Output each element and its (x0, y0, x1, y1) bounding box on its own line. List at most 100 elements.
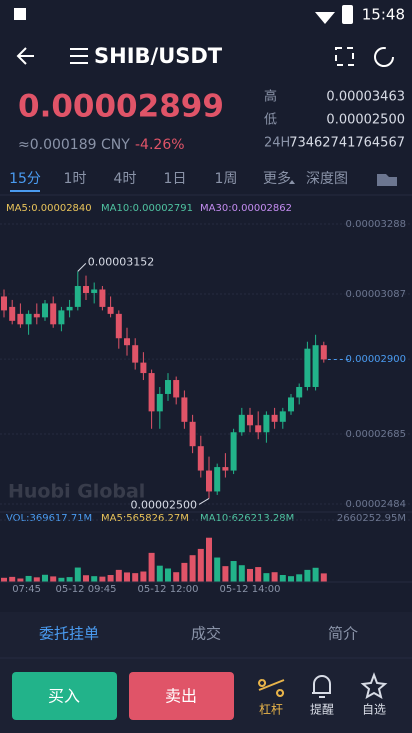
time-label: 05-12 12:00 (137, 584, 198, 595)
favorite-icon[interactable] (360, 672, 388, 700)
bottom-tab[interactable]: 成交 (191, 625, 221, 643)
volume-bar (148, 552, 155, 582)
candle-body (42, 303, 48, 318)
volume-bar (74, 567, 81, 582)
volume-bar (33, 577, 40, 582)
vol-label: 24H (264, 136, 290, 151)
vol-axis-label: 2660252.95M (337, 513, 406, 524)
volume-bar (165, 568, 171, 582)
volume-bar (263, 573, 270, 582)
high-value: 0.00003463 (326, 90, 405, 105)
ma-label: MA10:0.00002791 (101, 203, 193, 214)
vol-value: 73462741764567 (289, 136, 405, 151)
volume-bar (271, 572, 278, 582)
ma-label: MA30:0.00002862 (200, 203, 292, 214)
volume-bar (50, 576, 57, 582)
change: -4.26% (135, 137, 185, 153)
volume-bar (66, 577, 73, 582)
y-tick-label: 0.00002900 (346, 354, 406, 365)
candle-body (181, 397, 188, 422)
candle-body (58, 310, 65, 325)
candle-body (304, 348, 311, 387)
min-label: 0.00002500 (131, 498, 197, 511)
candle-body (247, 414, 253, 426)
candle-body (238, 414, 245, 433)
period-tab[interactable]: 1周 (215, 171, 238, 187)
candle-body (279, 411, 286, 422)
candle-body (25, 313, 32, 325)
candle-body (156, 393, 163, 412)
volume-bar (230, 561, 237, 582)
low-label: 低 (264, 113, 277, 128)
tool-label[interactable]: 自选 (362, 703, 386, 717)
buy-label[interactable]: 买入 (48, 687, 80, 706)
volume-bar (25, 575, 32, 582)
candle-body (288, 397, 294, 412)
candle-body (320, 345, 327, 360)
candle-body (230, 432, 237, 471)
period-tab[interactable]: 深度图 (306, 171, 348, 187)
dropdown-arrow (289, 180, 295, 184)
bottom-tab[interactable]: 简介 (328, 625, 358, 643)
tool-label[interactable]: 杠杆 (259, 702, 283, 717)
volume-bar (181, 562, 188, 582)
period-tab[interactable]: 更多 (263, 170, 291, 187)
alert-icon[interactable] (312, 675, 331, 698)
max-label: 0.00003152 (88, 255, 154, 268)
volume-bar (255, 567, 262, 582)
candle-body (197, 446, 204, 471)
pair-title[interactable]: SHIB/USDT (94, 44, 223, 68)
candle-body (9, 306, 16, 321)
candle-body (255, 425, 262, 433)
candle-body (107, 306, 114, 314)
period-tab[interactable]: 15分 (9, 171, 41, 187)
time-label: 07:45 (12, 584, 41, 595)
status-icon (14, 8, 26, 20)
vol-label: VOL:369617.71M (6, 513, 92, 524)
candle-body (115, 313, 122, 339)
volume-bar (124, 572, 130, 582)
bottom-tab[interactable]: 委托挂单 (39, 625, 99, 643)
buy-button[interactable] (12, 672, 117, 720)
candle-body (173, 380, 180, 398)
volume-bar (312, 567, 319, 582)
y-tick-label: 0.00002484 (346, 499, 406, 510)
back-button[interactable] (16, 47, 34, 65)
low-value: 0.00002500 (326, 113, 405, 128)
volume-bar (189, 555, 196, 582)
volume-bar (1, 577, 7, 582)
candle-body (124, 338, 130, 346)
tool-label[interactable]: 提醒 (310, 702, 334, 717)
fullscreen-icon[interactable] (335, 47, 354, 66)
sell-button[interactable] (129, 672, 234, 720)
volume-bar (107, 575, 114, 582)
vol-label: MA10:626213.28M (200, 513, 294, 524)
battery-icon (342, 5, 353, 24)
sell-label[interactable]: 卖出 (165, 687, 197, 706)
volume-bar (9, 576, 16, 582)
volume-bar (99, 576, 106, 582)
volume-bar (140, 571, 147, 582)
candle-body (165, 380, 171, 394)
volume-bar (83, 575, 89, 582)
period-tab[interactable]: 4时 (114, 171, 137, 187)
volume-bar (156, 565, 163, 582)
volume-bar (214, 557, 221, 582)
leverage-icon[interactable] (258, 679, 285, 697)
volume-bar (58, 577, 65, 582)
period-tab[interactable]: 1时 (64, 171, 87, 187)
volume-bar (222, 566, 229, 582)
refresh-icon[interactable] (374, 47, 394, 67)
indicator-icon[interactable] (377, 174, 397, 186)
candle-body (222, 467, 229, 471)
candle-body (312, 345, 319, 387)
volume-bar (296, 574, 303, 582)
candle-body (206, 470, 212, 492)
volume-bar (247, 568, 253, 582)
time-label: 05-12 14:00 (219, 584, 280, 595)
volume-bar (173, 572, 180, 582)
pair-list-icon[interactable] (70, 48, 88, 64)
period-tab[interactable]: 1日 (164, 171, 187, 187)
